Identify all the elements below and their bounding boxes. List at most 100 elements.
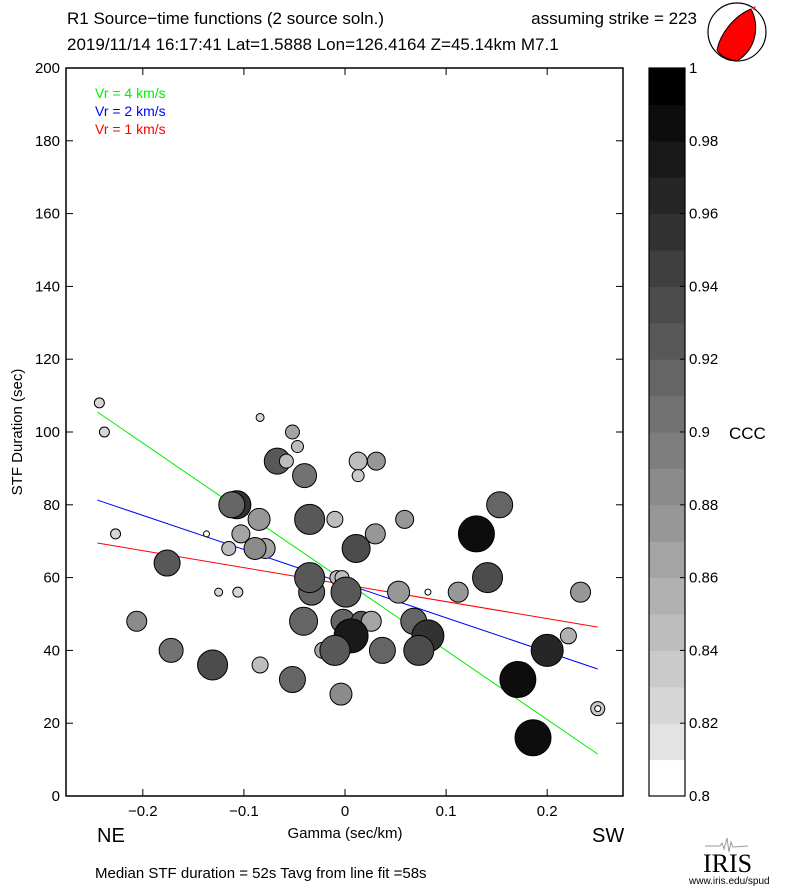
- y-tick-label: 140: [35, 278, 60, 295]
- data-point: [98, 426, 110, 438]
- colorbar-band: [649, 504, 685, 542]
- data-point: [251, 656, 269, 674]
- colorbar-tick-label: 0.98: [689, 133, 718, 150]
- data-point: [278, 666, 306, 694]
- data-point: [559, 627, 577, 645]
- data-point: [472, 562, 504, 594]
- colorbar-tick-label: 0.82: [689, 715, 718, 732]
- colorbar-tick-label: 0.94: [689, 278, 718, 295]
- y-tick-label: 120: [35, 351, 60, 368]
- data-point: [329, 682, 353, 706]
- y-tick-label: 200: [35, 60, 60, 77]
- colorbar-band: [649, 140, 685, 178]
- colorbar-tick-label: 0.8: [689, 788, 710, 805]
- logo-url: www.iris.edu/spud: [688, 876, 770, 887]
- data-point: [158, 637, 184, 663]
- data-point: [214, 587, 224, 597]
- direction-sw: SW: [592, 825, 624, 847]
- data-point: [368, 636, 396, 664]
- data-point: [110, 528, 122, 540]
- colorbar-tick-label: 0.96: [689, 206, 718, 223]
- data-point: [403, 634, 435, 666]
- y-tick-label: 180: [35, 133, 60, 150]
- colorbar-band: [649, 322, 685, 360]
- data-point: [326, 510, 344, 528]
- data-point: [290, 440, 304, 454]
- colorbar-tick-label: 1: [689, 60, 697, 77]
- legend-vr2: Vr = 2 km/s: [95, 103, 166, 119]
- data-point: [292, 463, 318, 489]
- iris-logo: IRIS www.iris.edu/spud: [688, 837, 770, 887]
- data-point: [594, 705, 602, 713]
- data-point: [514, 719, 552, 757]
- data-point: [126, 610, 148, 632]
- data-point: [530, 633, 564, 667]
- data-point: [247, 507, 271, 531]
- colorbar-band: [649, 723, 685, 761]
- data-point: [570, 581, 592, 603]
- colorbar-tick-label: 0.86: [689, 570, 718, 587]
- data-point: [364, 523, 386, 545]
- plot-area: 0 20 40 60 80 100 120 140 160 180 200 −0.2 −0.1 0 0.1…: [35, 60, 624, 820]
- data-point: [395, 509, 415, 529]
- colorbar-band: [649, 432, 685, 469]
- colorbar-band: [649, 468, 685, 506]
- data-point: [348, 451, 368, 471]
- data-point: [447, 581, 469, 603]
- colorbar-tick-label: 0.9: [689, 424, 710, 441]
- colorbar-band: [649, 650, 685, 688]
- data-point: [424, 588, 432, 596]
- data-point: [499, 661, 537, 699]
- colorbar-band: [649, 577, 685, 615]
- data-point: [387, 580, 411, 604]
- data-point: [294, 562, 326, 594]
- direction-ne: NE: [97, 825, 125, 847]
- data-point: [153, 549, 181, 577]
- beachball-icon: [707, 2, 767, 62]
- colorbar-band: [649, 541, 685, 579]
- data-point: [231, 524, 251, 544]
- colorbar-band: [649, 686, 685, 724]
- legend-vr4: Vr = 4 km/s: [95, 85, 166, 101]
- colorbar-band: [649, 286, 685, 324]
- colorbar-tick-label: 0.92: [689, 351, 718, 368]
- event-info: 2019/11/14 16:17:41 Lat=1.5888 Lon=126.4…: [67, 35, 559, 54]
- x-tick-label: −0.1: [229, 803, 259, 820]
- colorbar-band: [649, 395, 685, 433]
- data-point: [232, 586, 244, 598]
- y-tick-label: 60: [43, 570, 60, 587]
- data-point: [341, 533, 371, 563]
- data-point: [294, 503, 326, 535]
- y-tick-label: 100: [35, 424, 60, 441]
- data-point: [243, 536, 267, 560]
- data-point: [360, 610, 382, 632]
- chart-title: R1 Source−time functions (2 source soln.…: [67, 9, 384, 28]
- data-point: [486, 491, 514, 519]
- colorbar-band: [649, 614, 685, 651]
- data-point: [351, 469, 365, 483]
- colorbar-band: [649, 68, 685, 105]
- y-tick-label: 80: [43, 497, 60, 514]
- y-tick-label: 20: [43, 715, 60, 732]
- y-tick-label: 40: [43, 642, 60, 659]
- strike-label: assuming strike = 223: [531, 9, 697, 28]
- data-point: [218, 491, 246, 519]
- colorbar-band: [649, 359, 685, 397]
- legend-vr1: Vr = 1 km/s: [95, 121, 166, 137]
- x-axis: −0.2 −0.1 0 0.1 0.2: [128, 68, 558, 820]
- x-tick-label: 0: [341, 803, 349, 820]
- data-point: [197, 649, 229, 681]
- colorbar: 0.8 0.82 0.84 0.86 0.88 0.9 0.92 0.94 0.96 0.98 1: [648, 60, 718, 805]
- data-point: [221, 540, 237, 556]
- data-point: [203, 530, 211, 538]
- data-point: [284, 424, 300, 440]
- y-axis-label: STF Duration (sec): [9, 369, 26, 496]
- data-point: [93, 397, 105, 409]
- data-point: [278, 453, 294, 469]
- y-tick-label: 160: [35, 206, 60, 223]
- colorbar-band: [649, 177, 685, 215]
- colorbar-tick-label: 0.88: [689, 497, 718, 514]
- data-point: [289, 606, 319, 636]
- data-point: [255, 412, 265, 422]
